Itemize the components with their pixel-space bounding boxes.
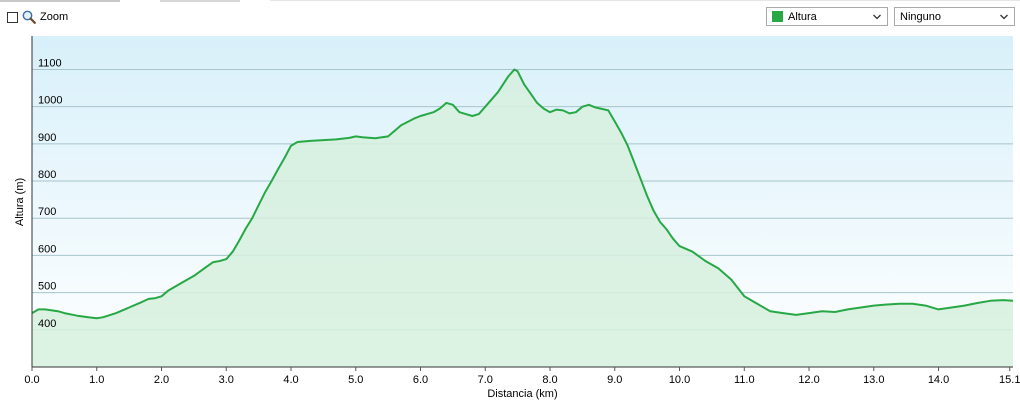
y-tick-label: 900 bbox=[38, 132, 56, 144]
x-tick-label: 11.0 bbox=[734, 374, 755, 386]
overlay-select-value: Ninguno bbox=[900, 10, 941, 23]
y-tick-label: 700 bbox=[38, 206, 56, 218]
x-tick-label: 5.0 bbox=[348, 374, 363, 386]
elevation-area bbox=[32, 69, 1013, 367]
x-tick-label: 4.0 bbox=[283, 374, 298, 386]
elevation-line bbox=[31, 68, 1014, 320]
tab-indicator bbox=[270, 0, 1020, 1]
x-tick-label: 6.0 bbox=[413, 374, 428, 386]
x-tick-label: 15.1 bbox=[999, 374, 1020, 386]
x-tick-label: 12.0 bbox=[798, 374, 819, 386]
zoom-control[interactable]: Zoom bbox=[7, 9, 68, 25]
y-axis-label: Altura (m) bbox=[14, 178, 26, 226]
y-tick-label: 400 bbox=[38, 318, 56, 330]
y-tick-labels: 400 500 600 700 800 900 1000 1100 bbox=[38, 57, 62, 329]
chevron-down-icon bbox=[1000, 14, 1008, 20]
x-tick-label: 0.0 bbox=[24, 374, 39, 386]
x-tick-label: 10.0 bbox=[669, 374, 690, 386]
x-tick-label: 1.0 bbox=[89, 374, 104, 386]
altura-swatch bbox=[772, 11, 783, 22]
tab-indicator bbox=[0, 0, 120, 2]
y-tick-label: 800 bbox=[38, 169, 56, 181]
x-tick-label: 8.0 bbox=[542, 374, 557, 386]
elevation-chart: 0.0 1.0 2.0 3.0 4.0 5.0 6.0 7.0 8.0 9.0 10.0 11.0 12… bbox=[14, 36, 1020, 400]
chevron-down-icon bbox=[873, 14, 881, 20]
x-tick-label: 9.0 bbox=[607, 374, 622, 386]
x-tick-labels: 0.0 1.0 2.0 3.0 4.0 5.0 6.0 7.0 8.0 9.0 10.0 11.0 12… bbox=[24, 367, 1020, 386]
x-axis-label: Distancia (km) bbox=[487, 388, 557, 400]
tab-strip bbox=[0, 0, 1020, 2]
metric-select[interactable]: Altura bbox=[766, 7, 888, 26]
zoom-label: Zoom bbox=[40, 11, 69, 23]
tab-indicator bbox=[160, 0, 240, 2]
y-tick-label: 600 bbox=[38, 243, 56, 255]
y-tick-label: 1000 bbox=[38, 95, 62, 107]
y-tick-label: 500 bbox=[38, 281, 56, 293]
magnifier-icon bbox=[22, 10, 36, 24]
y-tick-label: 1100 bbox=[38, 57, 62, 69]
x-tick-label: 14.0 bbox=[928, 374, 949, 386]
metric-select-value: Altura bbox=[788, 10, 817, 23]
x-tick-label: 2.0 bbox=[154, 374, 169, 386]
overlay-select[interactable]: Ninguno bbox=[894, 7, 1015, 26]
x-tick-label: 13.0 bbox=[863, 374, 884, 386]
x-tick-label: 3.0 bbox=[219, 374, 234, 386]
zoom-checkbox[interactable] bbox=[7, 11, 18, 23]
x-tick-label: 7.0 bbox=[478, 374, 493, 386]
